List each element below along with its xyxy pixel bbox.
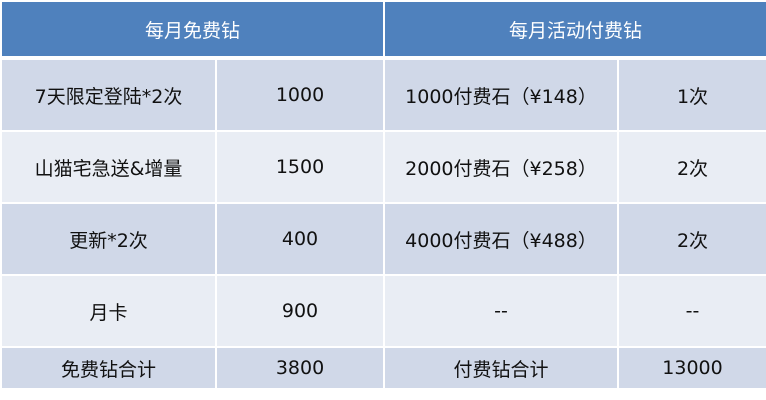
diamond-table: 每月免费钻 每月活动付费钻 7天限定登陆*2次 1000 1000付费石（¥14… [0, 0, 766, 390]
free-total-label: 免费钻合计 [0, 346, 217, 390]
free-amount: 1000 [214, 57, 386, 132]
free-item: 山猫宅急送&增量 [0, 130, 217, 204]
table-row: 7天限定登陆*2次 1000 1000付费石（¥148） 1次 [0, 57, 766, 132]
paid-item: 2000付费石（¥258） [383, 130, 620, 204]
header-free: 每月免费钻 [0, 0, 386, 60]
free-item: 更新*2次 [0, 202, 217, 276]
free-amount: 1500 [214, 130, 386, 204]
free-amount: 900 [214, 274, 386, 348]
paid-item: -- [383, 274, 620, 348]
paid-count: -- [617, 274, 766, 348]
paid-count: 1次 [617, 57, 766, 132]
table-row: 更新*2次 400 4000付费石（¥488） 2次 [0, 202, 766, 276]
free-amount: 400 [214, 202, 386, 276]
paid-count: 2次 [617, 202, 766, 276]
free-item: 月卡 [0, 274, 217, 348]
free-total-value: 3800 [214, 346, 386, 390]
table-row: 月卡 900 -- -- [0, 274, 766, 348]
table-row: 山猫宅急送&增量 1500 2000付费石（¥258） 2次 [0, 130, 766, 204]
header-row: 每月免费钻 每月活动付费钻 [0, 0, 766, 60]
paid-total-label: 付费钻合计 [383, 346, 620, 390]
total-row: 免费钻合计 3800 付费钻合计 13000 [0, 346, 766, 390]
paid-item: 1000付费石（¥148） [383, 57, 620, 132]
paid-count: 2次 [617, 130, 766, 204]
paid-total-value: 13000 [617, 346, 766, 390]
paid-item: 4000付费石（¥488） [383, 202, 620, 276]
header-paid: 每月活动付费钻 [383, 0, 766, 60]
free-item: 7天限定登陆*2次 [0, 57, 217, 132]
